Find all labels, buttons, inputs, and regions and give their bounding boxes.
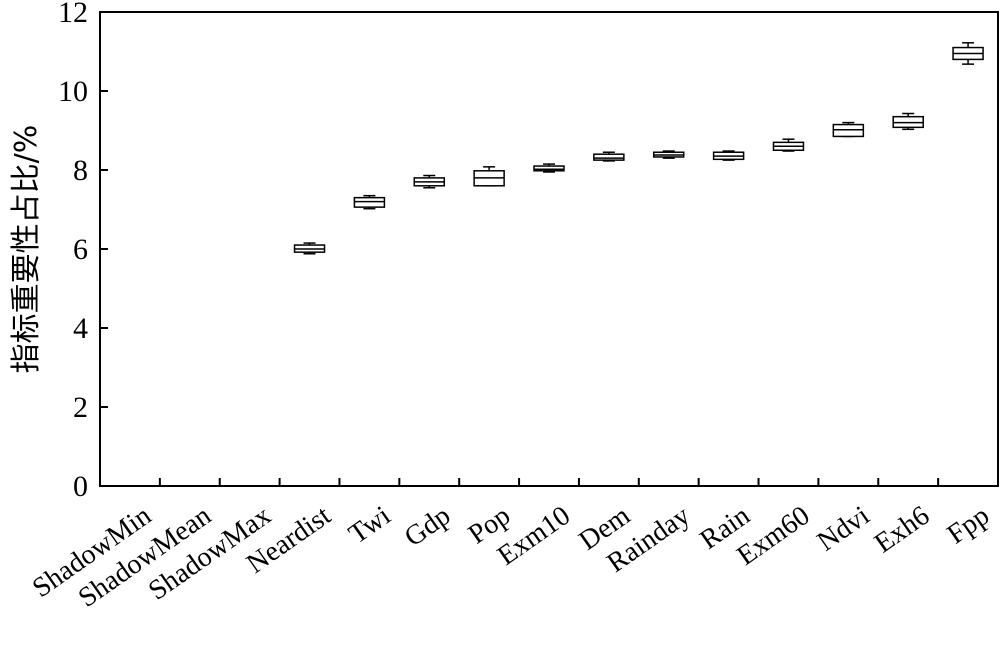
box-exm10 <box>533 163 565 173</box>
box-dem <box>593 151 625 162</box>
y-axis-label: 指标重要性占比/% <box>9 125 44 374</box>
box-iqr <box>533 165 565 172</box>
box-exm60 <box>772 138 805 152</box>
box-ndvi <box>832 121 865 138</box>
box-fpp <box>952 42 984 65</box>
box-neardist <box>293 242 326 255</box>
x-tick-label: Fpp <box>942 500 995 550</box>
y-tick-label: 4 <box>73 312 88 345</box>
box-iqr <box>593 153 625 161</box>
box-gdp <box>413 174 446 189</box>
box-rainday <box>652 150 685 159</box>
y-tick-label: 12 <box>58 0 88 29</box>
box-iqr <box>353 196 386 208</box>
box-pop <box>473 166 505 187</box>
box-twi <box>353 194 386 210</box>
y-tick-label: 8 <box>73 154 88 187</box>
box-iqr <box>832 123 865 138</box>
y-tick-label: 2 <box>73 391 88 424</box>
box-exh6 <box>892 112 924 131</box>
x-tick-label: Ndvi <box>812 500 876 558</box>
x-tick-label: Exh6 <box>869 500 935 559</box>
x-tick-label: Gdp <box>399 500 456 553</box>
x-tick-label: Twi <box>343 500 396 550</box>
y-tick-label: 6 <box>73 233 88 266</box>
plot-frame <box>99 11 999 487</box>
y-tick-label: 10 <box>58 75 88 108</box>
plot-axes <box>99 11 999 487</box>
y-tick-label: 0 <box>73 470 88 503</box>
y-axis-ticks: 0 2 4 6 8 10 12 <box>58 0 108 503</box>
box-series <box>293 42 984 255</box>
box-rain <box>712 150 745 161</box>
